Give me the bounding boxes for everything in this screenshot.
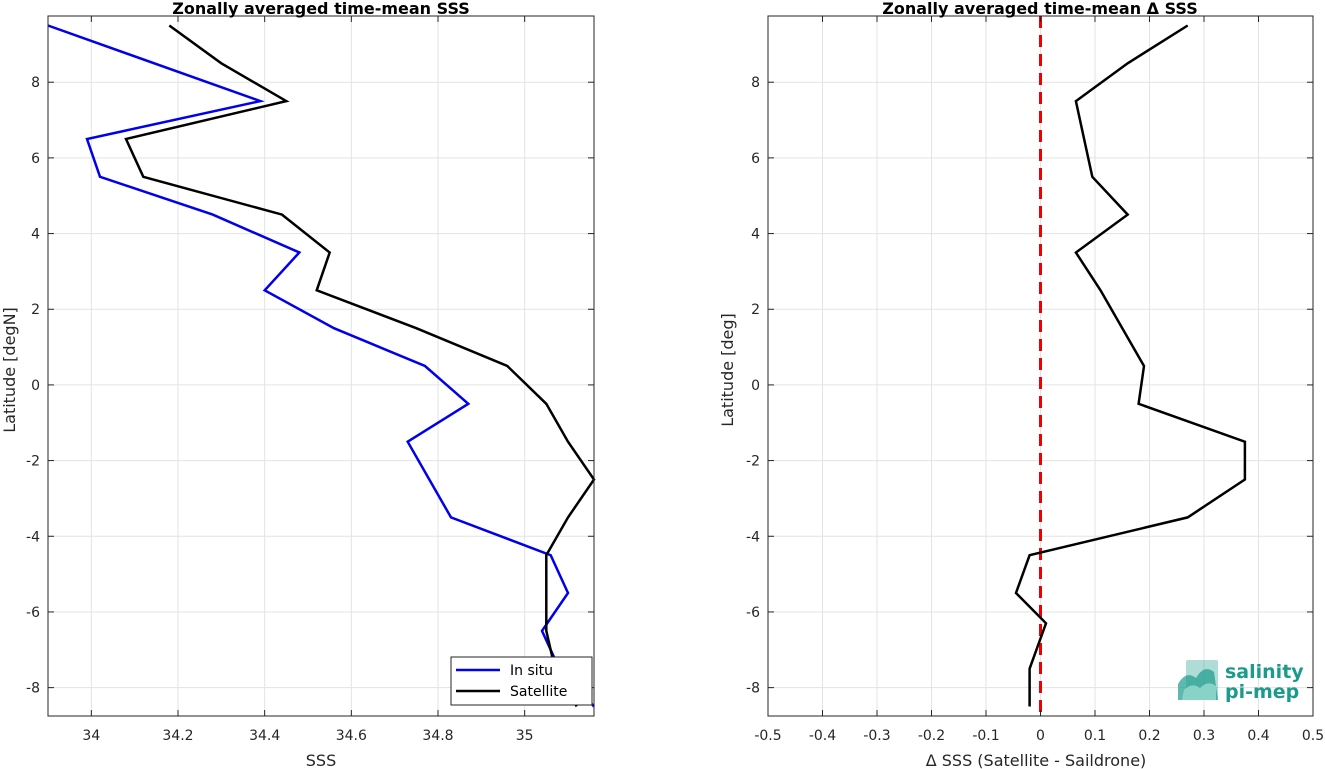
delta-sss-panel: -0.5 -0.4 -0.3 -0.2 -0.1 0 0.1 0.2 0.3 0.4 0.5 8 6 4… — [718, 0, 1324, 769]
delta-xtick-label: -0.2 — [918, 728, 945, 744]
sss-yticks: 8 6 4 2 0 -2 -4 -6 -8 — [26, 75, 594, 697]
delta-xtick-label: -0.4 — [809, 728, 836, 744]
delta-xtick-label: -0.3 — [863, 728, 890, 744]
sss-ytick-label: 4 — [31, 227, 40, 243]
sss-xticks: 34 34.2 34.4 34.6 34.8 35 — [82, 16, 534, 744]
sss-title: Zonally averaged time-mean SSS — [172, 0, 470, 18]
sss-series-satellite-line — [124, 24, 596, 708]
delta-series-layer — [1014, 16, 1247, 716]
delta-series-0-line — [1014, 24, 1247, 707]
sss-ytick-label: -8 — [26, 681, 40, 697]
sss-xtick-label: 34 — [82, 728, 100, 744]
sss-xtick-label: 34.8 — [422, 728, 453, 744]
legend: In situ Satellite — [450, 656, 593, 706]
sss-xtick-label: 34.6 — [336, 728, 367, 744]
delta-xtick-label: -0.5 — [754, 728, 781, 744]
delta-ytick-label: 6 — [751, 151, 760, 167]
delta-ytick-label: 0 — [751, 378, 760, 394]
sss-series-in-situ-line — [47, 24, 595, 708]
logo-text-pi-mep: pi-mep — [1225, 681, 1299, 703]
legend-label-in-situ: In situ — [510, 663, 553, 679]
sss-ytick-label: 0 — [31, 378, 40, 394]
sss-ylabel: Latitude [degN] — [0, 307, 19, 433]
sss-xtick-label: 35 — [516, 728, 534, 744]
logo-mark-icon — [1178, 660, 1218, 700]
sss-ytick-label: -6 — [26, 605, 40, 621]
legend-box — [450, 656, 593, 706]
sss-ytick-label: 6 — [31, 151, 40, 167]
delta-xtick-label: 0.2 — [1138, 728, 1160, 744]
delta-xtick-label: 0.5 — [1302, 728, 1324, 744]
salinity-pi-mep-logo: salinity pi-mep — [1178, 660, 1304, 703]
delta-ytick-label: -4 — [746, 529, 760, 545]
logo-text-salinity: salinity — [1225, 661, 1304, 683]
delta-yticks: 8 6 4 2 0 -2 -4 -6 -8 — [746, 75, 1313, 697]
delta-xtick-label: 0.1 — [1084, 728, 1106, 744]
delta-xlabel: Δ SSS (Satellite - Saildrone) — [926, 751, 1147, 769]
sss-ytick-label: -4 — [26, 529, 40, 545]
delta-ytick-label: -2 — [746, 454, 760, 470]
delta-ytick-label: -6 — [746, 605, 760, 621]
delta-ytick-label: 4 — [751, 227, 760, 243]
sss-xtick-label: 34.4 — [249, 728, 280, 744]
sss-plot-area — [48, 16, 594, 716]
sss-ytick-label: -2 — [26, 454, 40, 470]
sss-panel: 34 34.2 34.4 34.6 34.8 35 8 6 4 2 0 -2 -4 -6 -8 Zonal… — [0, 0, 596, 769]
legend-label-satellite: Satellite — [510, 684, 567, 700]
delta-xtick-label: 0.4 — [1247, 728, 1269, 744]
delta-ylabel: Latitude [deg] — [718, 313, 737, 427]
sss-ytick-label: 2 — [31, 302, 40, 318]
delta-ytick-label: -8 — [746, 681, 760, 697]
delta-xtick-label: 0.3 — [1193, 728, 1215, 744]
delta-ytick-label: 2 — [751, 302, 760, 318]
delta-xtick-label: 0 — [1036, 728, 1045, 744]
delta-xticks: -0.5 -0.4 -0.3 -0.2 -0.1 0 0.1 0.2 0.3 0.4 0.5 — [754, 16, 1324, 744]
delta-ytick-label: 8 — [751, 75, 760, 91]
sss-xlabel: SSS — [306, 751, 336, 769]
sss-series-layer — [47, 24, 596, 708]
delta-xtick-label: -0.1 — [972, 728, 999, 744]
sss-ytick-label: 8 — [31, 75, 40, 91]
delta-title: Zonally averaged time-mean Δ SSS — [882, 0, 1198, 18]
sss-axes-box — [47, 15, 595, 717]
sss-xtick-label: 34.2 — [162, 728, 193, 744]
